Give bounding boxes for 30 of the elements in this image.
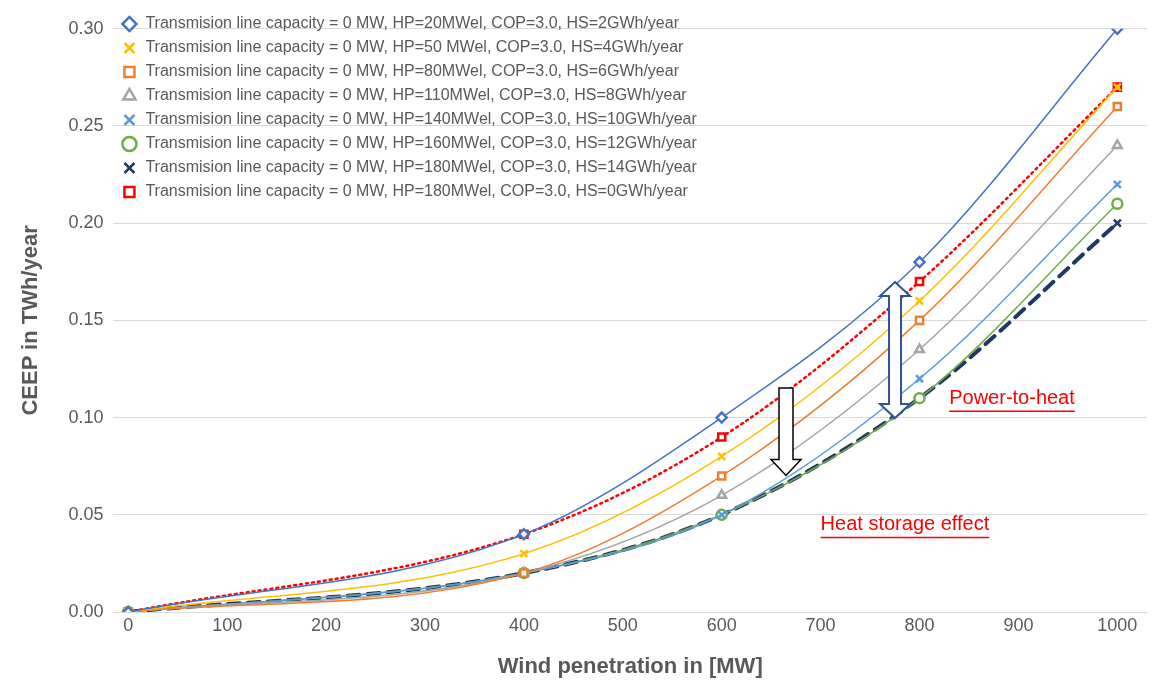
y-tick-label: 0.10: [68, 406, 104, 427]
legend-label: Transmision line capacity = 0 MW, HP=180MWel, COP=3.0, HS=14GWh/year: [145, 158, 698, 176]
legend-label: Transmision line capacity = 0 MW, HP=50 MWel, COP=3.0, HS=4GWh/year: [145, 38, 685, 56]
annotation: Heat storage effect: [820, 512, 990, 535]
annotation: Power-to-heat: [949, 385, 1076, 408]
x-tick-label: 500: [607, 614, 638, 635]
x-tick-label: 1000: [1097, 614, 1138, 635]
x-tick-label: 600: [706, 614, 737, 635]
x-tick-label: 700: [805, 614, 836, 635]
legend-label: Transmision line capacity = 0 MW, HP=80MWel, COP=3.0, HS=6GWh/year: [145, 62, 680, 80]
y-axis-title: CEEP in TWh/year: [17, 224, 43, 416]
y-tick-label: 0.15: [68, 309, 104, 330]
x-tick-label: 800: [904, 614, 935, 635]
legend-label: Transmision line capacity = 0 MW, HP=140MWel, COP=3.0, HS=10GWh/year: [145, 110, 698, 128]
legend-label: Transmision line capacity = 0 MW, HP=110MWel, COP=3.0, HS=8GWh/year: [145, 86, 688, 104]
x-tick-label: 100: [212, 614, 243, 635]
legend-label: Transmision line capacity = 0 MW, HP=180MWel, COP=3.0, HS=0GWh/year: [145, 182, 689, 200]
x-axis-title: Wind penetration in [MW]: [497, 652, 763, 678]
legend-label: Transmision line capacity = 0 MW, HP=20MWel, COP=3.0, HS=2GWh/year: [145, 14, 680, 32]
x-tick-label: 400: [508, 614, 539, 635]
y-tick-label: 0.20: [68, 212, 104, 233]
legend-label: Transmision line capacity = 0 MW, HP=160MWel, COP=3.0, HS=12GWh/year: [145, 134, 698, 152]
y-tick-label: 0.05: [68, 503, 104, 524]
y-tick-label: 0.30: [68, 17, 104, 38]
x-tick-label: 0: [123, 614, 134, 635]
y-tick-label: 0.25: [68, 114, 104, 135]
x-tick-label: 300: [409, 614, 441, 635]
x-tick-label: 200: [311, 614, 342, 635]
y-tick-label: 0.00: [68, 600, 104, 621]
x-tick-label: 900: [1003, 614, 1034, 635]
